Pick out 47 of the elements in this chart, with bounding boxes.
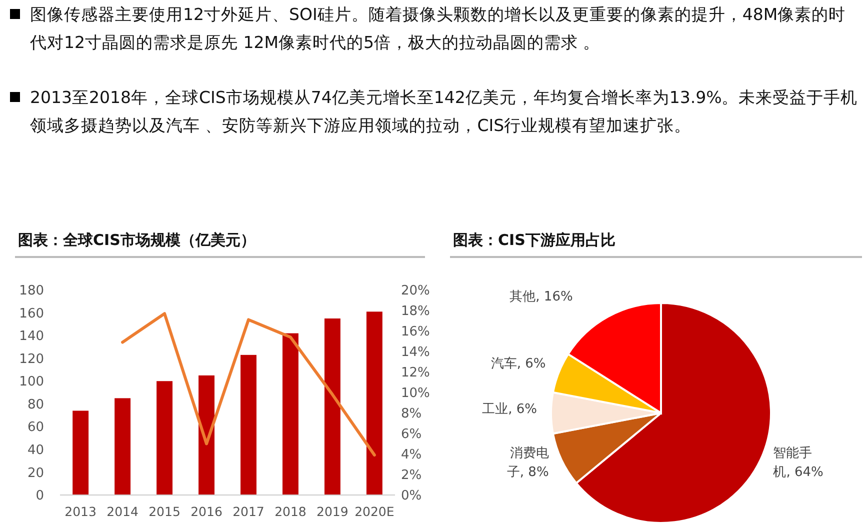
x-tick-label: 2017 — [232, 504, 264, 519]
y2-tick-label: 20% — [401, 284, 430, 299]
x-tick-label: 2018 — [274, 504, 306, 519]
slice-label: 消费电子, 8% — [506, 446, 549, 480]
x-tick-label: 2019 — [316, 504, 348, 519]
bar — [282, 333, 298, 495]
x-tick-label: 2015 — [148, 504, 180, 519]
y2-tick-label: 6% — [401, 427, 422, 442]
slice-label: 工业, 6% — [482, 402, 537, 417]
y2-tick-label: 4% — [401, 448, 422, 463]
y-tick-label: 180 — [19, 284, 44, 299]
y2-tick-label: 8% — [401, 406, 422, 422]
y2-tick-label: 14% — [401, 345, 430, 360]
slice-label: 智能手机, 64% — [773, 446, 824, 480]
text: 图像传感器主要使用12寸外延片、SOI硅片。随着摄像头颗数的增长以及更重要的像素的提升，48M像素的时代对12寸晶圆的需求是原先 12M像素时代的5倍，极大的拉动晶圆的需求 。 — [29, 5, 846, 52]
chart-title: 图表：CIS下游应用占比 — [453, 231, 616, 249]
y2-tick-label: 16% — [401, 324, 430, 340]
bar — [240, 354, 256, 495]
slice-label: 汽车, 6% — [490, 356, 546, 372]
text: 2013至2018年，全球CIS市场规模从74亿美元增长至142亿美元，年均复合增长率为13.9%。未来受益于手机领域多摄趋势以及汽车 、安防等新兴下游应用领域的拉动，CIS行业规模有望加速扩张。 — [30, 88, 858, 135]
y-tick-label: 120 — [19, 352, 44, 367]
y-tick-label: 40 — [27, 442, 44, 458]
bar — [366, 312, 382, 495]
y-tick-label: 140 — [19, 329, 44, 344]
y2-tick-label: 18% — [401, 304, 430, 320]
y-tick-label: 0 — [36, 488, 44, 504]
bar — [198, 375, 214, 495]
bar — [114, 398, 131, 495]
x-tick-label: 2020E — [354, 504, 394, 519]
chart-title: 图表：全球CIS市场规模（亿美元） — [18, 231, 256, 249]
bar — [72, 410, 89, 495]
y2-tick-label: 10% — [401, 386, 430, 402]
bar — [156, 381, 173, 495]
slice-label: 其他, 16% — [510, 289, 573, 304]
x-tick-label: 2014 — [106, 504, 139, 519]
line-series — [121, 312, 376, 457]
y-tick-label: 80 — [27, 397, 44, 412]
bar — [324, 318, 340, 495]
x-tick-label: 2013 — [64, 504, 96, 519]
y-tick-label: 160 — [19, 306, 44, 322]
x-tick-label: 2016 — [190, 504, 222, 519]
y-tick-label: 100 — [19, 374, 44, 390]
y-tick-label: 60 — [27, 420, 44, 436]
y2-tick-label: 12% — [401, 366, 430, 381]
y2-tick-label: 0% — [401, 488, 422, 504]
y2-tick-label: 2% — [401, 468, 422, 484]
y-tick-label: 20 — [27, 466, 44, 481]
